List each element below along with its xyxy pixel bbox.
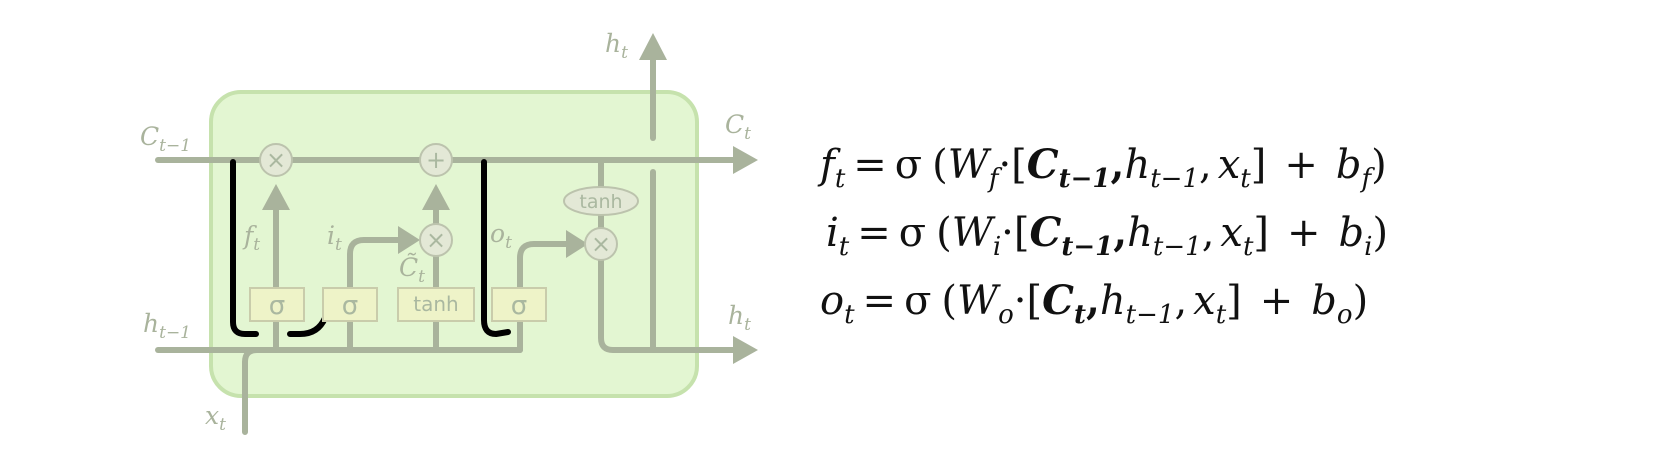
- label-i-gate: it: [327, 221, 342, 255]
- label-c-prev: Ct−1: [140, 122, 191, 156]
- eq-lhs: ot: [820, 278, 855, 330]
- mult-input-symbol: ×: [426, 226, 446, 254]
- label-h-next: ht: [728, 301, 751, 335]
- eq-comma-2: ,: [1174, 278, 1188, 324]
- eq-plus: +: [1287, 210, 1321, 256]
- eq-x-term: xt: [1220, 210, 1254, 262]
- label-c-next: Ct: [725, 110, 751, 144]
- candidate-gate-label: tanh: [413, 292, 458, 316]
- eq-comma-2: ,: [1199, 142, 1212, 188]
- eq-h-term: ht−1: [1127, 210, 1202, 262]
- add-cell-symbol: +: [426, 146, 446, 174]
- eq-peephole-term: Ct−1: [1029, 209, 1114, 262]
- eq-bias: bf: [1335, 142, 1372, 194]
- eq-rbracket: ]: [1253, 210, 1270, 256]
- forget-gate-label: σ: [269, 291, 285, 321]
- arrow-output-mult: [566, 230, 588, 258]
- eq-plus: +: [1259, 278, 1294, 324]
- equation-row-1: ft = σ (Wf·[Ct−1,ht−1, xt] + bf): [820, 142, 1387, 194]
- equation-row-2: it = σ (Wi·[Ct−1,ht−1, xt] + bi): [826, 210, 1389, 262]
- label-h-prev: ht−1: [143, 309, 191, 343]
- forget-gate-box: [249, 287, 305, 322]
- eq-equals: =: [857, 210, 891, 256]
- eq-bias: bi: [1338, 210, 1373, 262]
- input-gate-line: [347, 237, 405, 353]
- arrow-hidden-out: [733, 336, 758, 364]
- eq-comma-2: ,: [1201, 210, 1215, 256]
- eq-sigma: σ: [894, 142, 923, 188]
- x-input-line: [242, 347, 260, 435]
- label-h-top: ht: [605, 29, 628, 63]
- eq-close-paren: ): [1371, 142, 1387, 188]
- arrow-add-up: [422, 184, 450, 210]
- eq-equals: =: [862, 278, 897, 324]
- label-x-in: xt: [205, 401, 226, 435]
- eq-close-paren: ): [1352, 278, 1369, 324]
- eq-sigma: σ: [904, 278, 932, 324]
- eq-h-term: ht−1: [1124, 142, 1199, 194]
- eq-comma-1: ,: [1110, 141, 1125, 188]
- variable-labels: ht Ct−1 Ct ht−1 ht xt ft it ot C̃t: [140, 29, 751, 435]
- eq-sigma: σ: [898, 210, 927, 256]
- eq-lbracket: [: [1013, 210, 1030, 256]
- pointwise-ops: × + × × tanh: [259, 143, 639, 261]
- eq-lbracket: [: [1026, 278, 1043, 324]
- tanh-output-label: tanh: [579, 191, 622, 213]
- arrow-forget-up: [262, 184, 290, 210]
- add-cell-op: [419, 143, 453, 177]
- arrowheads: [262, 33, 758, 364]
- mult-output-op: [584, 227, 618, 261]
- eq-lbracket: [: [1011, 142, 1027, 188]
- eq-comma-1: ,: [1113, 209, 1128, 256]
- arrow-cell-out: [733, 146, 758, 174]
- label-f-gate: ft: [242, 221, 260, 255]
- eq-open-paren: (: [941, 278, 957, 324]
- mult-forget-op: [259, 143, 293, 177]
- eq-close-paren: ): [1372, 210, 1389, 256]
- input-gate-label: σ: [342, 291, 358, 321]
- eq-comma-1: ,: [1085, 277, 1100, 324]
- output-mult-down: [598, 255, 738, 353]
- eq-h-term: ht−1: [1099, 278, 1175, 330]
- equation-row-3: ot = σ (Wo·[Ct,ht−1, xt] + bo): [820, 278, 1369, 330]
- peephole-output: [481, 159, 511, 337]
- output-gate-label: σ: [511, 291, 527, 321]
- eq-x-term: xt: [1193, 278, 1227, 330]
- eq-open-paren: (: [932, 142, 948, 188]
- eq-weight: Wi: [951, 210, 1002, 262]
- gate-boxes: σ σ tanh σ: [249, 287, 547, 322]
- eq-peephole-term: Ct: [1042, 277, 1086, 330]
- input-gate-box: [322, 287, 378, 322]
- signal-lines: [155, 57, 738, 435]
- eq-rbracket: ]: [1226, 278, 1242, 324]
- mult-output-symbol: ×: [591, 230, 611, 258]
- arrow-input-mult: [398, 226, 420, 254]
- eq-lhs: it: [826, 210, 850, 262]
- eq-peephole-term: Ct−1: [1026, 141, 1111, 194]
- eq-equals: =: [853, 142, 887, 188]
- eq-dot: ·: [1001, 210, 1014, 256]
- eq-weight: Wo: [956, 278, 1014, 330]
- eq-rbracket: ]: [1250, 142, 1267, 188]
- eq-dot: ·: [1013, 278, 1027, 324]
- mult-forget-symbol: ×: [266, 146, 286, 174]
- output-gate-line: [517, 241, 573, 353]
- eq-weight: Wf: [947, 142, 999, 194]
- label-o-gate: ot: [490, 219, 512, 253]
- arrow-ht-up: [639, 33, 667, 60]
- eq-open-paren: (: [936, 210, 952, 256]
- eq-x-term: xt: [1217, 142, 1251, 194]
- eq-bias: bo: [1311, 278, 1353, 330]
- candidate-gate-box: [397, 287, 475, 322]
- tanh-output-op: [563, 186, 639, 216]
- mult-input-op: [419, 223, 453, 257]
- eq-dot: ·: [998, 142, 1012, 188]
- eq-lhs: ft: [820, 142, 846, 194]
- eq-plus: +: [1284, 142, 1318, 188]
- peephole-forget: [230, 159, 259, 337]
- output-gate-box: [491, 287, 547, 322]
- label-c-tilde: C̃t: [399, 253, 425, 287]
